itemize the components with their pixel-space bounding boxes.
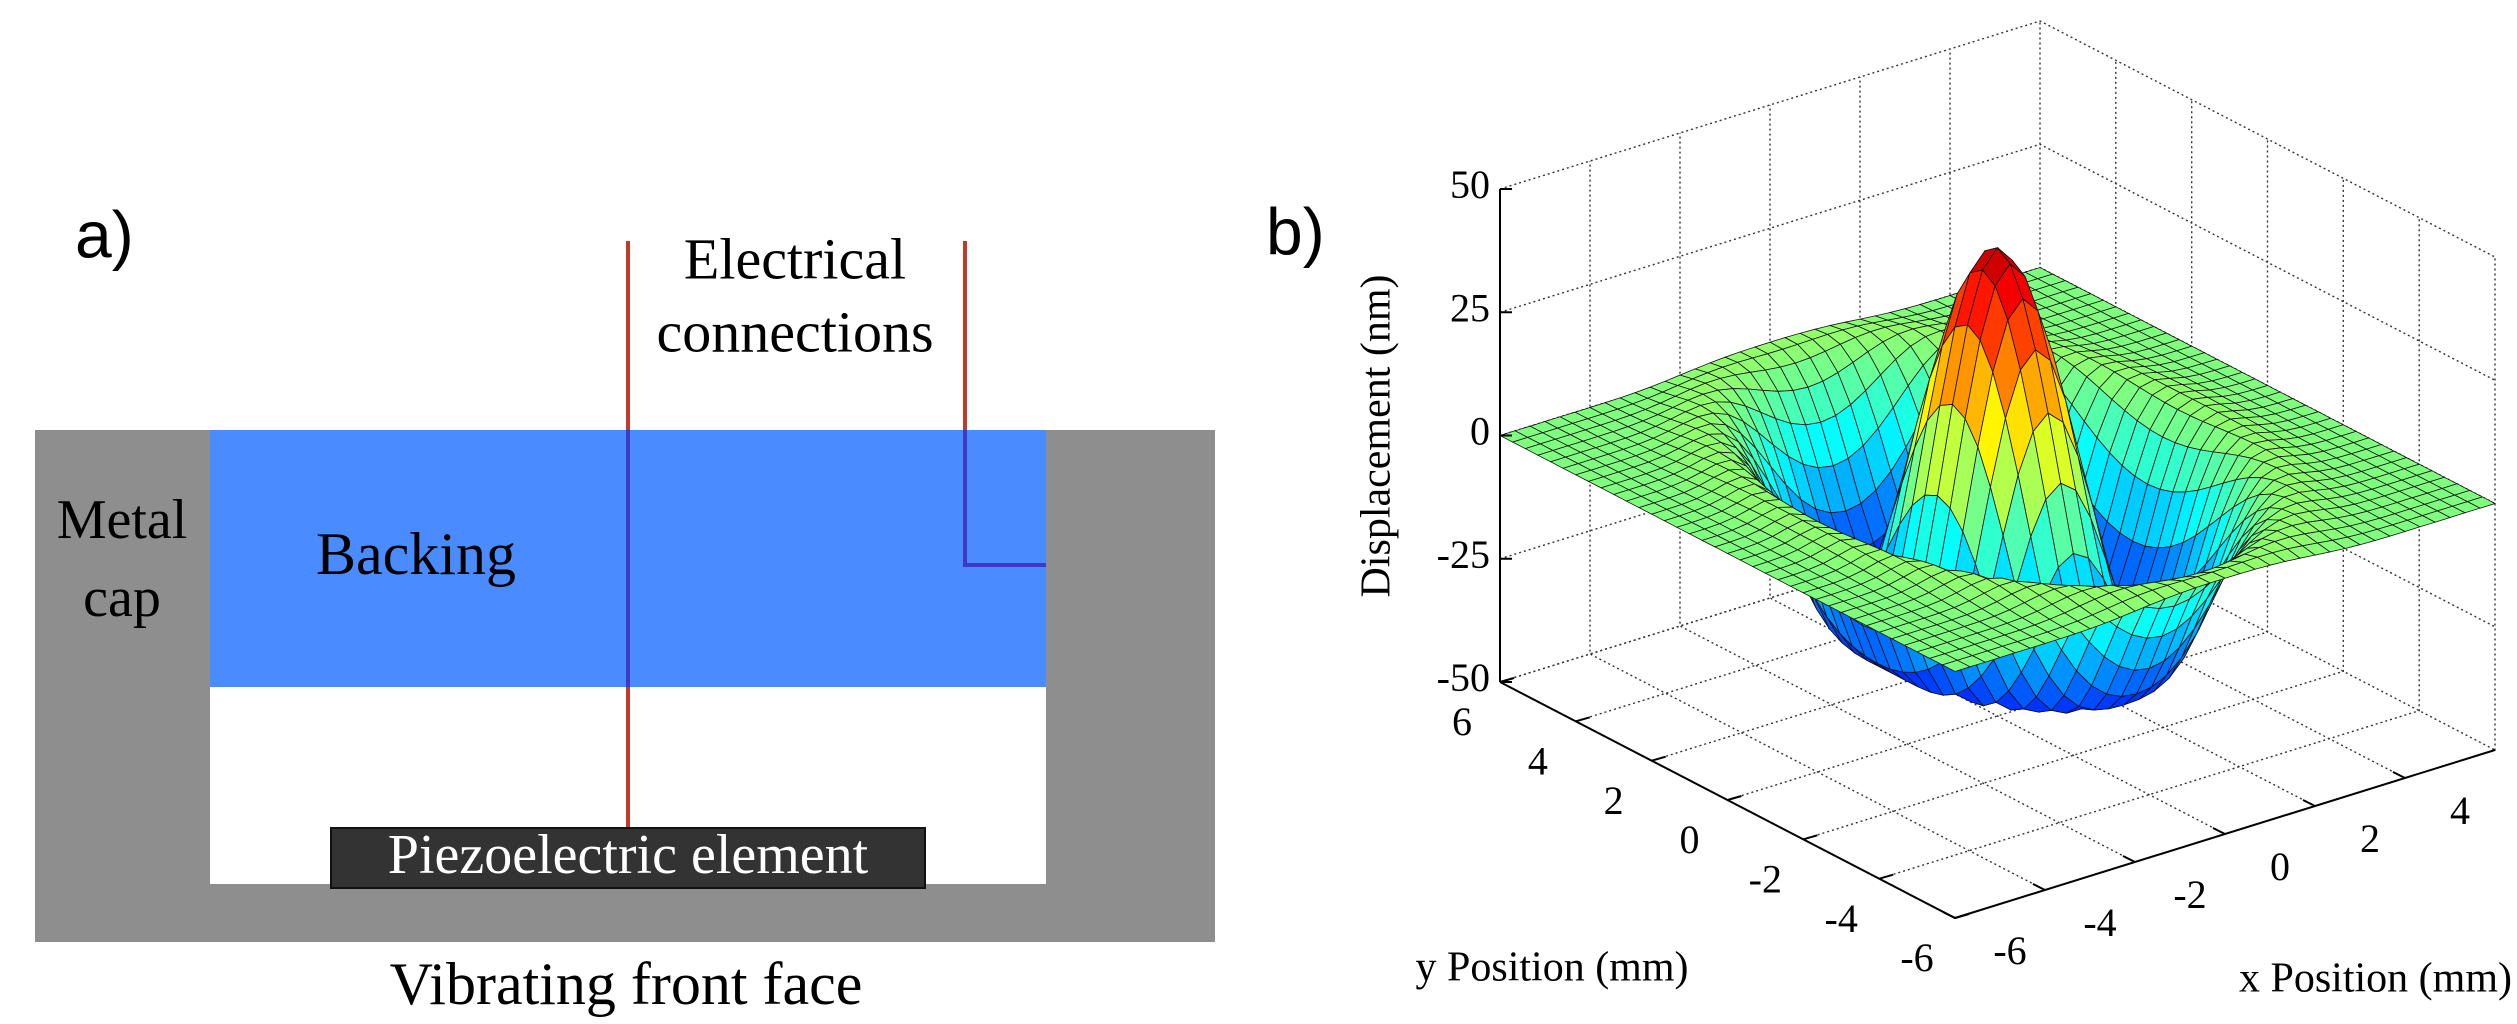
y-tick-label: -2 (1749, 857, 1782, 902)
front-face-label: Vibrating front face (390, 951, 863, 1017)
z-tick-label: 50 (1450, 162, 1490, 207)
tick-mark (1879, 875, 1893, 879)
tick-mark (1943, 912, 1955, 918)
y-tick-label: -6 (1900, 935, 1933, 980)
piezo-label: Piezoelectric element (388, 824, 869, 886)
x-tick-label: -4 (2083, 900, 2116, 945)
panel-label: b) (1266, 194, 1325, 268)
figure: a) Electrical connections Metal cap Back… (0, 0, 2517, 1024)
x-tick-label: 2 (2360, 816, 2380, 861)
x-tick-label: 4 (2450, 788, 2470, 833)
y-tick-label: 2 (1604, 778, 1624, 823)
tick-mark (2033, 884, 2045, 890)
x-tick-label: 0 (2270, 844, 2290, 889)
wire-label: Electrical (684, 226, 906, 291)
x-tick-label: -6 (1993, 928, 2026, 973)
x-axis-label: x Position (mm) (2239, 956, 2512, 1002)
tick-mark (1576, 717, 1590, 721)
tick-mark (1955, 914, 1969, 918)
tick-mark (2213, 828, 2225, 834)
grid-line (1500, 21, 2495, 257)
y-tick-label: 0 (1680, 817, 1700, 862)
backing-label: Backing (316, 521, 516, 587)
tick-mark (2303, 800, 2315, 806)
z-axis-label: Displacement (nm) (1354, 274, 1400, 597)
y-axis-label: y Position (mm) (1415, 945, 1688, 991)
panel-label: a) (75, 197, 134, 271)
y-tick-label: 4 (1528, 739, 1548, 784)
y-tick-label: 6 (1452, 699, 1472, 744)
cap-label: cap (83, 567, 161, 629)
cap-label: Metal (57, 489, 188, 551)
surface (1500, 248, 2495, 714)
tick-mark (1803, 835, 1817, 839)
z-tick-label: 0 (1470, 409, 1490, 454)
wire-label: connections (656, 299, 933, 364)
z-tick-label: -50 (1437, 655, 1490, 700)
y-tick-label: -4 (1825, 896, 1858, 941)
surface-plot: -50 -25 0 25 50 -6 -4 -2 0 2 4 6 -6 -4 -2 0 2 4 Displaceme… (1354, 21, 2512, 1002)
z-tick-label: -25 (1437, 532, 1490, 577)
tick-mark (2393, 772, 2405, 778)
x-tick-label: -2 (2173, 872, 2206, 917)
tick-mark (2123, 856, 2135, 862)
tick-mark (1652, 757, 1666, 761)
axis-line (1500, 682, 2495, 918)
tick-mark (1728, 796, 1742, 800)
z-tick-label: 25 (1450, 285, 1490, 330)
